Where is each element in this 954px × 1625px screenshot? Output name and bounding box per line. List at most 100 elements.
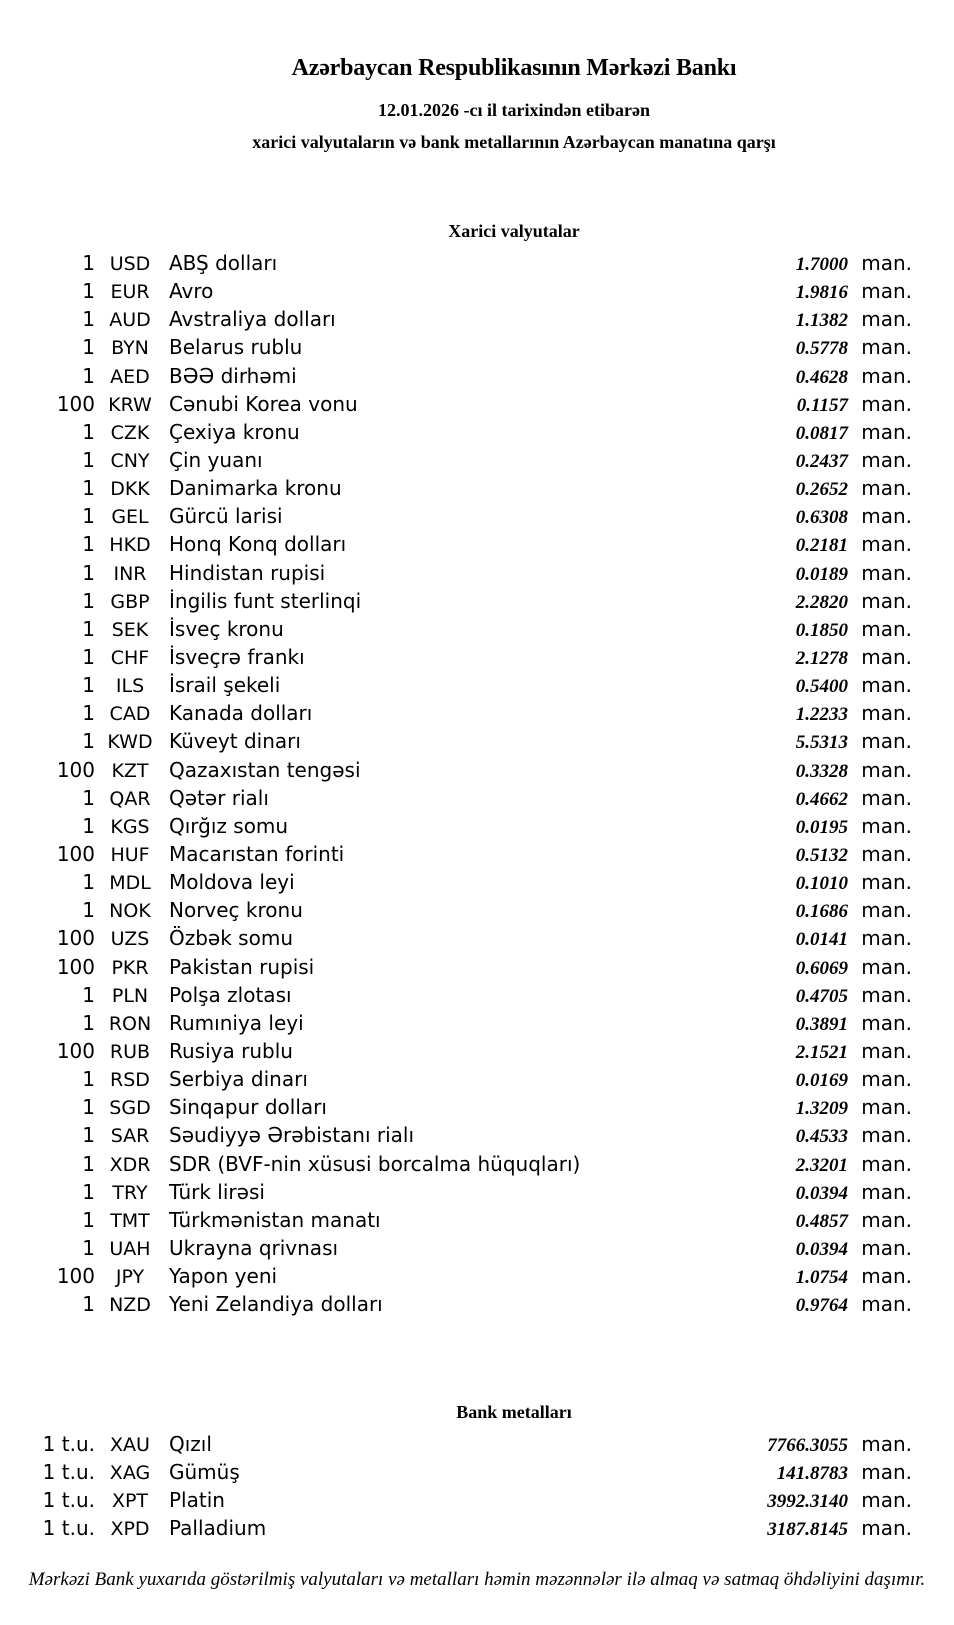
table-row: 1 EUR Avro 1.9816 man. [40, 277, 912, 305]
currency-name-cell: İngilis funt sterlinqi [169, 588, 362, 613]
currency-code-cell: HKD [109, 534, 151, 557]
rate-value-cell: 2.1521 [795, 1041, 848, 1063]
table-row: 1 GBP İngilis funt sterlinqi 2.2820 man. [40, 587, 912, 615]
currency-name-cell: Yapon yeni [169, 1264, 278, 1289]
quantity-cell: 100 [56, 757, 95, 782]
currency-code-cell: TMT [110, 1209, 150, 1232]
currency-name-cell: Pakistan rupisi [169, 954, 315, 979]
table-row: 1 t.u. XAG Gümüş 141.8783 man. [40, 1458, 912, 1486]
unit-cell: man. [861, 616, 912, 641]
currency-code-cell: JPY [115, 1266, 145, 1289]
currency-name-cell: Qətər rialı [169, 785, 269, 810]
unit-cell: man. [861, 476, 912, 501]
currency-name-cell: Kanada dolları [169, 701, 313, 726]
table-row: 1 CZK Çexiya kronu 0.0817 man. [40, 418, 912, 446]
quantity-cell: 1 [82, 363, 95, 388]
rate-value-cell: 2.2820 [795, 591, 848, 613]
quantity-cell: 1 t.u. [42, 1432, 95, 1456]
currency-name-cell: Rumıniya leyi [169, 1010, 304, 1035]
rate-value-cell: 0.0141 [795, 929, 848, 951]
currency-name-cell: Cənubi Korea vonu [169, 391, 358, 416]
currency-code-cell: BYN [111, 337, 149, 360]
currency-name-cell: Norveç kronu [169, 898, 303, 923]
quantity-cell: 1 t.u. [42, 1488, 95, 1513]
unit-cell: man. [861, 447, 912, 472]
table-row: 1 t.u. XAU Qızıl 7766.3055 man. [40, 1430, 912, 1458]
table-row: 1 t.u. XPD Palladium 3187.8145 man. [40, 1514, 912, 1542]
quantity-cell: 1 [82, 279, 95, 304]
rate-value-cell: 2.3201 [795, 1154, 848, 1176]
rate-value-cell: 1.2233 [795, 704, 848, 726]
rate-value-cell: 0.1157 [796, 394, 848, 416]
quantity-cell: 1 t.u. [42, 1516, 95, 1541]
rate-value-cell: 0.2181 [795, 535, 848, 557]
currency-code-cell: PKR [111, 956, 149, 979]
table-row: 1 KWD Küveyt dinarı 5.5313 man. [40, 727, 912, 755]
rate-value-cell: 0.2652 [795, 479, 848, 501]
unit-cell: man. [861, 1179, 912, 1204]
table-row: 100 UZS Özbək somu 0.0141 man. [40, 924, 912, 952]
currency-code-cell: KWD [107, 731, 153, 754]
table-row: 1 KGS Qırğız somu 0.0195 man. [40, 812, 912, 840]
quantity-cell: 1 [82, 251, 95, 275]
unit-cell: man. [861, 504, 912, 529]
unit-cell: man. [861, 954, 912, 979]
rate-value-cell: 0.4662 [795, 788, 848, 810]
currency-code-cell: USD [109, 253, 151, 275]
table-row: 1 XDR SDR (BVF-nin xüsusi borcalma hüquq… [40, 1150, 912, 1178]
quantity-cell: 1 [82, 588, 95, 613]
rate-value-cell: 0.4705 [795, 985, 848, 1007]
quantity-cell: 1 [82, 335, 95, 360]
effective-date-line: 12.01.2026 -cı il tarixindən etibarən [378, 100, 650, 120]
document-subtitle: xarici valyutaların və bank metallarının… [252, 132, 776, 152]
table-row: 1 ILS İsrail şekeli 0.5400 man. [40, 671, 912, 699]
unit-cell: man. [861, 419, 912, 444]
rate-value-cell: 0.6069 [795, 957, 848, 979]
unit-cell: man. [861, 1432, 912, 1456]
rate-value-cell: 0.0195 [795, 816, 848, 838]
currency-name-cell: Qızıl [169, 1432, 212, 1456]
currency-code-cell: GBP [110, 590, 150, 613]
table-row: 1 RON Rumıniya leyi 0.3891 man. [40, 1009, 912, 1037]
currency-name-cell: İsveç kronu [169, 616, 284, 641]
table-row: 1 PLN Polşa zlotası 0.4705 man. [40, 981, 912, 1009]
currency-name-cell: Avstraliya dolları [169, 307, 336, 332]
table-row: 1 QAR Qətər rialı 0.4662 man. [40, 784, 912, 812]
unit-cell: man. [861, 1123, 912, 1148]
currency-name-cell: Gümüş [169, 1460, 240, 1485]
quantity-cell: 1 [82, 898, 95, 923]
table-row: 1 INR Hindistan rupisi 0.0189 man. [40, 559, 912, 587]
rate-value-cell: 7766.3055 [767, 1435, 848, 1456]
unit-cell: man. [861, 279, 912, 304]
currency-name-cell: Ukrayna qrivnası [169, 1235, 339, 1260]
unit-cell: man. [861, 644, 912, 669]
currency-name-cell: BƏƏ dirhəmi [169, 363, 297, 388]
table-row: 100 JPY Yapon yeni 1.0754 man. [40, 1262, 912, 1290]
unit-cell: man. [861, 729, 912, 754]
quantity-cell: 1 [82, 644, 95, 669]
quantity-cell: 1 [82, 307, 95, 332]
table-row: 1 UAH Ukrayna qrivnası 0.0394 man. [40, 1234, 912, 1262]
table-row: 1 CAD Kanada dolları 1.2233 man. [40, 699, 912, 727]
rate-value-cell: 0.3328 [795, 760, 848, 782]
table-row: 1 MDL Moldova leyi 0.1010 man. [40, 868, 912, 896]
unit-cell: man. [861, 701, 912, 726]
currency-name-cell: Türk lirəsi [169, 1179, 265, 1204]
quantity-cell: 1 [82, 673, 95, 698]
table-row: 1 TRY Türk lirəsi 0.0394 man. [40, 1178, 912, 1206]
currency-code-cell: RUB [109, 1040, 151, 1063]
currency-code-cell: NOK [109, 900, 151, 923]
table-row: 1 GEL Gürcü larisi 0.6308 man. [40, 502, 912, 530]
metals-section-heading: Bank metalları [456, 1402, 572, 1422]
quantity-cell: 1 [82, 813, 95, 838]
metals-table: 1 t.u. XAU Qızıl 7766.3055 man. 1 t.u. X… [40, 1430, 912, 1543]
currency-name-cell: Macarıstan forinti [169, 841, 345, 866]
rate-value-cell: 0.4533 [795, 1126, 848, 1148]
unit-cell: man. [861, 870, 912, 895]
currency-code-cell: MDL [109, 872, 151, 895]
rate-value-cell: 0.1010 [795, 873, 848, 895]
currency-code-cell: HUF [110, 843, 150, 866]
table-row: 1 USD ABŞ dolları 1.7000 man. [40, 249, 912, 277]
quantity-cell: 100 [56, 926, 95, 951]
